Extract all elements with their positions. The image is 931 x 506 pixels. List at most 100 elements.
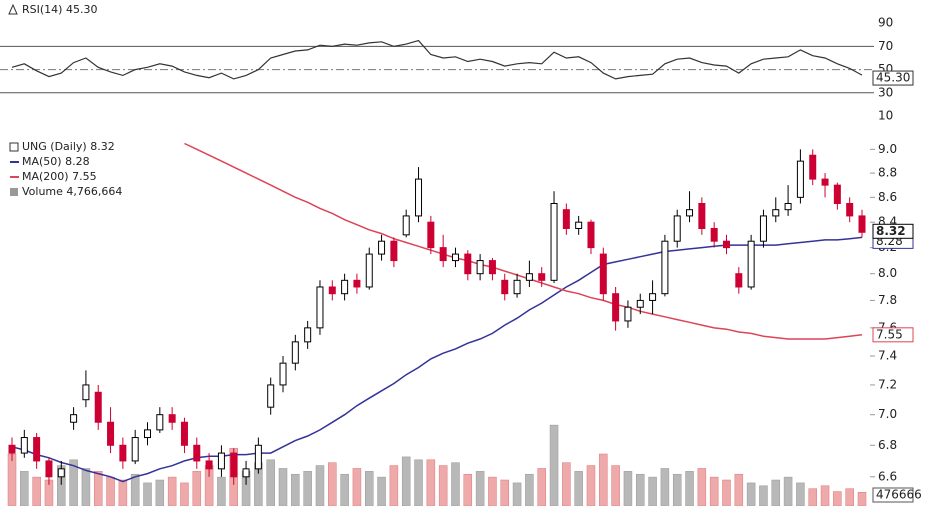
- candle-body: [390, 240, 398, 262]
- candle-body: [119, 444, 127, 462]
- ma200-legend: MA(200) 7.55: [22, 170, 97, 183]
- price-legend: UNG (Daily) 8.32: [22, 140, 115, 153]
- volume-bar: [525, 473, 534, 506]
- ma200-name: MA(200): [22, 170, 69, 183]
- candle-body: [168, 414, 176, 423]
- volume-bar: [180, 482, 189, 506]
- rsi-header: RSI(14) 45.30: [22, 3, 97, 16]
- volume-name: Volume: [22, 185, 63, 198]
- price-last: 8.32: [90, 140, 115, 153]
- candle-body: [439, 247, 447, 262]
- ma50-name: MA(50): [22, 155, 62, 168]
- volume-bar: [340, 473, 349, 506]
- volume-bar: [32, 476, 41, 506]
- volume-bar: [217, 476, 226, 506]
- volume-bar: [746, 482, 756, 506]
- ma200-last: 7.55: [72, 170, 97, 183]
- volume-bar: [278, 468, 288, 506]
- candle-body: [846, 202, 854, 217]
- volume-bar: [820, 485, 830, 506]
- candle-body: [562, 209, 570, 229]
- volume-bar: [352, 468, 362, 506]
- candle-body: [451, 253, 459, 262]
- candle-body: [353, 279, 361, 288]
- candle-body: [488, 260, 496, 275]
- candle-body: [8, 444, 16, 454]
- volume-bar: [722, 479, 731, 506]
- volume-bar: [130, 473, 140, 506]
- volume-bar: [685, 471, 694, 506]
- volume-bar: [475, 471, 485, 506]
- price-key: [9, 142, 19, 152]
- candle-body: [279, 362, 287, 386]
- ma200-last-tag: 7.55: [876, 327, 903, 341]
- volume-bar: [377, 476, 386, 506]
- candle-body: [796, 160, 804, 198]
- volume-bar: [759, 485, 768, 506]
- candle-body: [267, 384, 275, 408]
- volume-bar: [118, 479, 128, 506]
- volume-bar: [155, 479, 165, 506]
- volume-bar: [426, 459, 436, 506]
- ma-line: [184, 142, 863, 340]
- volume-bar: [562, 462, 571, 506]
- volume-bar: [636, 473, 645, 506]
- candle-body: [341, 279, 349, 295]
- volume-bar: [599, 453, 608, 506]
- volume-bar: [808, 488, 817, 506]
- volume-bar: [364, 471, 374, 506]
- candle-body: [464, 253, 472, 275]
- volume-bar: [796, 482, 805, 506]
- volume-bar: [672, 473, 682, 506]
- rsi-tick-label: 70: [878, 39, 893, 53]
- candle-body: [809, 154, 817, 180]
- candle-body: [20, 437, 28, 454]
- volume-bar: [401, 456, 411, 506]
- volume-bar: [414, 459, 423, 506]
- candle-body: [612, 293, 620, 322]
- candle-body: [698, 202, 706, 229]
- ma-line: [11, 236, 863, 483]
- candle-body: [735, 273, 743, 288]
- candle-body: [45, 460, 53, 478]
- candle-body: [673, 215, 681, 242]
- price-name: UNG (Daily): [22, 140, 87, 153]
- volume-last-tag: 476666: [876, 488, 922, 502]
- volume-bar: [167, 476, 177, 506]
- volume-bar: [81, 468, 91, 506]
- volume-legend: Volume 4,766,664: [22, 185, 122, 198]
- candle-body: [550, 202, 558, 281]
- candle-body: [476, 260, 484, 275]
- candle-body: [599, 253, 607, 295]
- volume-bar: [697, 468, 707, 506]
- candle-body: [415, 178, 423, 217]
- candle-body: [649, 293, 657, 301]
- volume-bar: [512, 482, 522, 506]
- rsi-tick-label: 90: [878, 16, 893, 30]
- volume-bar: [143, 482, 152, 506]
- candle-body: [747, 240, 755, 288]
- y-tick-label: 6.8: [878, 438, 897, 452]
- candle-body: [710, 227, 718, 242]
- volume-bar: [303, 471, 312, 506]
- candle-body: [304, 327, 312, 343]
- volume-bar: [537, 468, 546, 506]
- rsi-last-tag: 45.30: [876, 71, 910, 85]
- candle-body: [316, 286, 324, 329]
- volume-bar: [106, 476, 115, 506]
- volume-bar: [389, 465, 399, 506]
- volume-bar: [845, 488, 854, 506]
- candle-body: [501, 279, 509, 295]
- candle-body: [365, 253, 373, 288]
- y-tick-label: 6.6: [878, 469, 897, 483]
- rsi-name: RSI(14): [22, 3, 62, 16]
- candle-body: [525, 273, 533, 281]
- candle-body: [57, 468, 65, 478]
- candle-body: [636, 299, 644, 308]
- volume-bar: [771, 479, 781, 506]
- candle-body: [107, 421, 115, 446]
- candle-body: [722, 240, 730, 249]
- ma50-legend: MA(50) 8.28: [22, 155, 90, 168]
- volume-bar: [438, 465, 448, 506]
